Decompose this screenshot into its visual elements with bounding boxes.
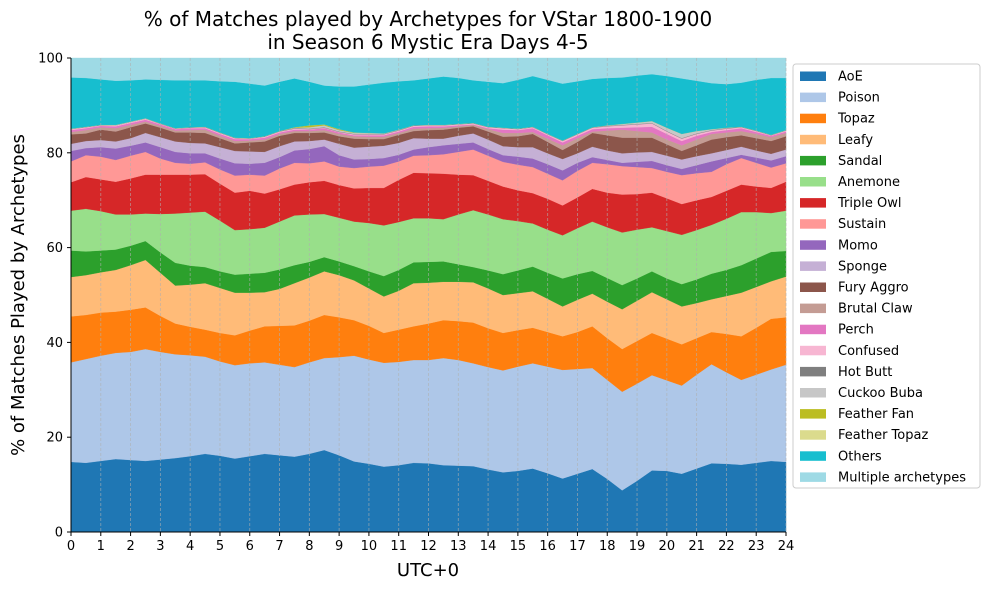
legend-label: Momo — [838, 238, 878, 253]
legend-label: Confused — [838, 344, 899, 359]
x-tick-label: 14 — [480, 539, 497, 554]
legend-swatch — [800, 134, 826, 145]
x-tick-label: 6 — [246, 539, 254, 554]
legend-swatch — [800, 113, 826, 124]
legend-label: Feather Fan — [838, 407, 914, 422]
y-tick-label: 0 — [55, 526, 63, 541]
legend-swatch — [800, 472, 826, 482]
x-axis-ticks: 0 1 2 3 4 5 6 7 8 9 10 11 12 13 14 15 16 17 18 19 20 21 22 23 24 — [67, 532, 794, 554]
x-tick-label: 15 — [510, 539, 527, 554]
legend-label: Poison — [838, 91, 880, 106]
legend-label: Leafy — [838, 133, 873, 148]
x-tick-label: 18 — [599, 539, 616, 554]
y-tick-label: 80 — [46, 146, 63, 161]
x-tick-label: 24 — [778, 539, 795, 554]
legend-label: Sponge — [838, 259, 887, 274]
x-tick-label: 16 — [539, 539, 556, 554]
chart-title-line2: in Season 6 Mystic Era Days 4-5 — [267, 30, 588, 54]
legend-swatch — [800, 345, 826, 356]
x-tick-label: 4 — [186, 539, 194, 554]
x-tick-label: 20 — [659, 539, 676, 554]
legend-swatch — [800, 240, 826, 250]
x-tick-label: 0 — [67, 539, 75, 554]
legend-swatch — [800, 303, 826, 314]
x-tick-label: 1 — [97, 539, 105, 554]
legend-label: Triple Owl — [837, 196, 901, 211]
chart-title-line1: % of Matches played by Archetypes for VS… — [144, 7, 713, 31]
x-tick-label: 2 — [126, 539, 134, 554]
legend-swatch — [800, 451, 826, 461]
legend-swatch — [800, 177, 826, 187]
x-tick-label: 5 — [216, 539, 224, 554]
legend-label: Brutal Claw — [838, 302, 913, 317]
y-tick-label: 20 — [46, 431, 63, 446]
x-tick-label: 12 — [420, 539, 437, 554]
legend-label: Sustain — [838, 217, 886, 232]
y-axis-ticks: 0 20 40 60 80 100 — [38, 52, 71, 541]
legend-label: Fury Aggro — [838, 281, 909, 296]
legend-swatch — [800, 430, 826, 440]
legend-swatch — [800, 92, 826, 103]
legend-swatch — [800, 282, 826, 292]
legend-label: Perch — [838, 323, 874, 338]
y-tick-label: 100 — [38, 52, 63, 67]
legend-label: AoE — [838, 70, 863, 85]
x-tick-label: 13 — [450, 539, 467, 554]
legend-swatch — [800, 71, 826, 81]
y-tick-label: 40 — [46, 336, 63, 351]
legend-swatch — [800, 155, 826, 166]
x-tick-label: 10 — [361, 539, 378, 554]
x-tick-label: 23 — [748, 539, 765, 554]
legend-label: Topaz — [837, 112, 875, 127]
legend-swatch — [800, 409, 826, 419]
legend-label: Feather Topaz — [838, 428, 928, 443]
legend-swatch — [800, 261, 826, 271]
x-tick-label: 8 — [305, 539, 313, 554]
y-tick-label: 60 — [46, 241, 63, 256]
x-tick-label: 11 — [390, 539, 407, 554]
legend-box — [792, 63, 981, 489]
legend-label: Cuckoo Buba — [838, 386, 923, 401]
legend-label: Multiple archetypes — [838, 470, 966, 485]
legend-label: Hot Butt — [838, 365, 892, 380]
legend-swatch — [800, 219, 826, 229]
legend-swatch — [800, 366, 826, 377]
x-tick-label: 7 — [275, 539, 283, 554]
x-tick-label: 22 — [718, 539, 735, 554]
x-tick-label: 21 — [688, 539, 705, 554]
legend-label: Others — [838, 449, 882, 464]
legend-swatch — [800, 388, 826, 398]
legend-label: Sandal — [838, 154, 882, 169]
x-axis-label: UTC+0 — [397, 560, 459, 581]
legend-label: Anemone — [838, 175, 900, 190]
x-tick-label: 17 — [569, 539, 586, 554]
legend: AoE Poison Topaz Leafy Sandal Anemone Triple O… — [792, 63, 981, 489]
legend-swatch — [800, 198, 826, 208]
legend-swatch — [800, 324, 826, 335]
y-axis-label: % of Matches Played by Archetypes — [8, 134, 29, 456]
x-tick-label: 3 — [156, 539, 164, 554]
x-tick-label: 9 — [335, 539, 343, 554]
x-tick-label: 19 — [629, 539, 646, 554]
